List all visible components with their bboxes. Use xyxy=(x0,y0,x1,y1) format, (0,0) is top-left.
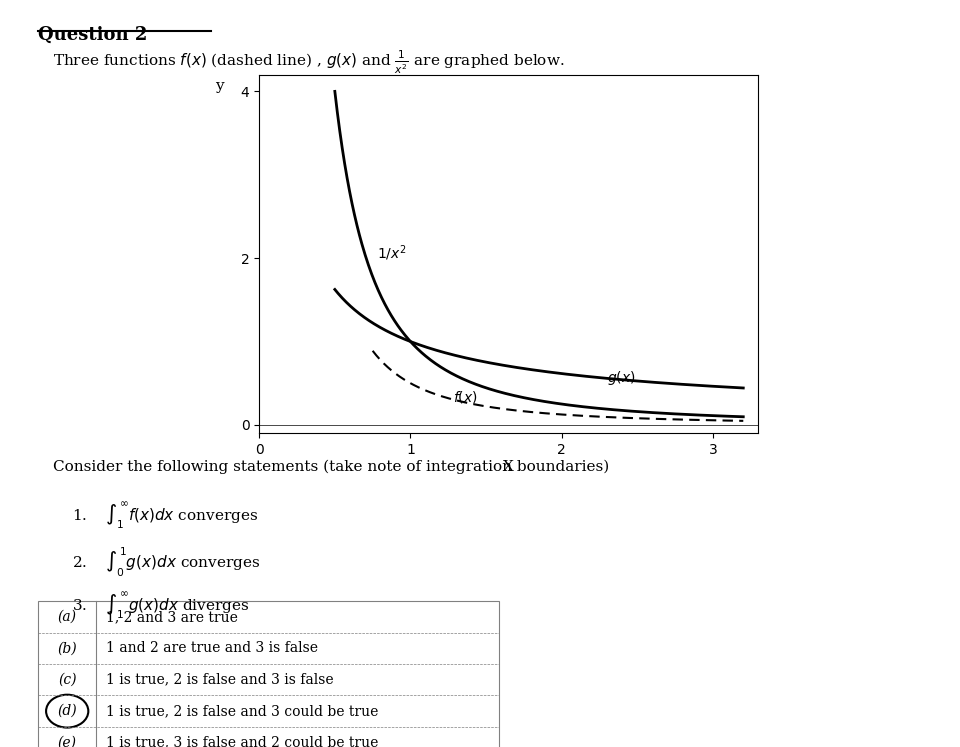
Text: (b): (b) xyxy=(58,642,77,655)
Text: $1/x^2$: $1/x^2$ xyxy=(377,243,407,263)
Text: 1.    $\int_{1}^{\infty} f(x)dx$ converges: 1. $\int_{1}^{\infty} f(x)dx$ converges xyxy=(72,500,258,532)
Text: (c): (c) xyxy=(58,673,77,686)
Text: 2.    $\int_{0}^{1} g(x)dx$ converges: 2. $\int_{0}^{1} g(x)dx$ converges xyxy=(72,545,260,579)
Text: $f(x)$: $f(x)$ xyxy=(453,389,477,405)
Text: (e): (e) xyxy=(58,736,77,747)
Text: (a): (a) xyxy=(58,610,77,624)
Text: Question 2: Question 2 xyxy=(38,26,148,44)
Text: Consider the following statements (take note of integration boundaries): Consider the following statements (take … xyxy=(53,459,609,474)
Text: Three functions $f(x)$ (dashed line) , $g(x)$ and $\frac{1}{x^2}$ are graphed be: Three functions $f(x)$ (dashed line) , $… xyxy=(53,49,564,76)
Text: 1 is true, 2 is false and 3 is false: 1 is true, 2 is false and 3 is false xyxy=(106,673,333,686)
Text: 1 is true, 3 is false and 2 could be true: 1 is true, 3 is false and 2 could be tru… xyxy=(106,736,378,747)
X-axis label: X: X xyxy=(503,459,515,474)
Text: 3.    $\int_{1}^{\infty} g(x)dx$ diverges: 3. $\int_{1}^{\infty} g(x)dx$ diverges xyxy=(72,590,250,622)
Text: 1 and 2 are true and 3 is false: 1 and 2 are true and 3 is false xyxy=(106,642,318,655)
Text: 1, 2 and 3 are true: 1, 2 and 3 are true xyxy=(106,610,237,624)
Text: 1 is true, 2 is false and 3 could be true: 1 is true, 2 is false and 3 could be tru… xyxy=(106,704,378,718)
Text: $g(x)$: $g(x)$ xyxy=(607,368,636,386)
Y-axis label: y: y xyxy=(215,78,224,93)
Text: (d): (d) xyxy=(58,704,77,718)
